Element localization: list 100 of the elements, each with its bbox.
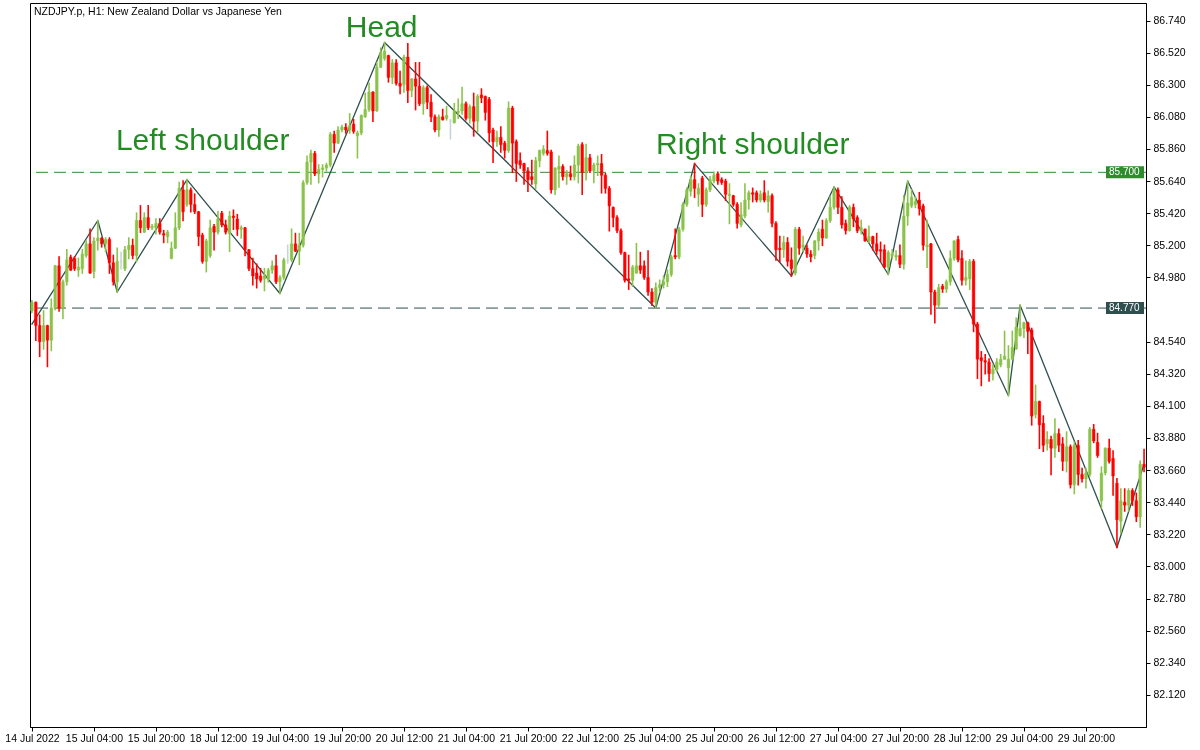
y-tick-label: 84.100 <box>1153 399 1186 412</box>
candlestick <box>313 151 317 177</box>
y-tick-label: 86.300 <box>1153 78 1186 91</box>
candlestick <box>638 251 642 274</box>
candlestick <box>371 91 375 123</box>
candlestick <box>1045 431 1049 451</box>
candlestick <box>600 154 604 194</box>
candlestick <box>452 102 456 124</box>
candlestick <box>1034 384 1038 419</box>
x-tick-label: 20 Jul 12:00 <box>375 731 434 744</box>
x-tick-label: 26 Jul 12:00 <box>747 731 806 744</box>
candlestick <box>693 162 697 198</box>
candlestick <box>1119 488 1123 534</box>
x-tick-label: 21 Jul 20:00 <box>499 731 558 744</box>
x-tick-label: 25 Jul 20:00 <box>685 731 744 744</box>
candlestick <box>801 235 805 252</box>
candlestick <box>1134 492 1138 522</box>
candlestick <box>848 205 852 232</box>
candlestick <box>898 244 902 268</box>
chart-title: NZDJPY.p, H1: New Zealand Dollar vs Japanese Yen <box>34 5 283 17</box>
ref-line-label: 84.770 <box>1109 302 1141 314</box>
y-tick-label: 86.080 <box>1153 110 1186 123</box>
candlestick <box>851 203 855 228</box>
candlestick <box>576 143 580 184</box>
line-series <box>31 41 1145 549</box>
x-tick-label: 29 Jul 04:00 <box>995 731 1054 744</box>
candlestick <box>1096 432 1100 458</box>
y-tick-label: 85.420 <box>1153 206 1186 219</box>
candlestick <box>216 210 220 235</box>
candlestick <box>421 85 425 115</box>
y-tick-label: 85.200 <box>1153 238 1186 251</box>
y-tick-label: 83.440 <box>1153 495 1186 508</box>
candlestick <box>274 254 278 285</box>
ref-line-label: 85.700 <box>1109 166 1141 178</box>
candlestick <box>262 267 266 292</box>
candlestick <box>987 358 991 382</box>
y-tick-label: 83.880 <box>1153 431 1186 444</box>
candlestick <box>1006 345 1010 397</box>
candlestick <box>797 226 801 255</box>
candlestick <box>212 224 216 251</box>
candlestick <box>231 209 235 231</box>
candlestick <box>414 62 418 111</box>
candlestick <box>1127 488 1131 512</box>
candlestick <box>332 130 336 153</box>
candlestick <box>235 213 239 236</box>
candlestick <box>584 143 588 181</box>
candlestick <box>937 283 941 308</box>
candlestick <box>42 310 46 350</box>
candlestick <box>882 244 886 268</box>
candlestick <box>925 219 929 268</box>
candlestick <box>762 180 766 203</box>
candlestick <box>348 113 352 134</box>
candlestick <box>631 264 635 287</box>
candlestick <box>239 225 243 239</box>
annotation: Left shoulder <box>115 122 290 156</box>
candlestick <box>472 92 476 137</box>
x-tick-label: 19 Jul 04:00 <box>251 731 310 744</box>
x-tick-label: 28 Jul 12:00 <box>933 731 992 744</box>
x-tick-label: 19 Jul 20:00 <box>313 731 372 744</box>
y-tick-label: 85.860 <box>1153 142 1186 155</box>
candlestick <box>228 210 232 252</box>
candlestick <box>627 254 631 290</box>
candlestick <box>1142 448 1146 473</box>
candlestick <box>495 130 499 147</box>
annotation: Right shoulder <box>656 126 850 160</box>
candlestick <box>530 159 534 185</box>
candlestick <box>1049 435 1053 476</box>
candlestick <box>654 282 658 309</box>
x-tick-label: 27 Jul 04:00 <box>809 731 868 744</box>
candlestick <box>189 187 193 213</box>
candlestick <box>290 228 294 263</box>
y-tick-label: 84.320 <box>1153 367 1186 380</box>
y-tick-label: 83.660 <box>1153 463 1186 476</box>
candlestick <box>782 235 786 258</box>
candlestick <box>557 155 561 188</box>
candlestick <box>1123 488 1127 512</box>
candlestick <box>181 180 185 222</box>
candlestick <box>115 247 119 293</box>
y-tick-label: 84.980 <box>1153 270 1186 283</box>
x-tick-label: 25 Jul 04:00 <box>623 731 682 744</box>
y-tick-label: 85.640 <box>1153 174 1186 187</box>
y-tick-label: 82.120 <box>1153 688 1186 701</box>
y-tick-label: 83.220 <box>1153 527 1186 540</box>
y-tick-label: 86.740 <box>1153 14 1186 27</box>
y-tick-label: 82.780 <box>1153 592 1186 605</box>
candlestick <box>390 59 394 85</box>
candlestick <box>1037 400 1041 449</box>
x-tick-label: 15 Jul 20:00 <box>127 731 186 744</box>
y-tick-label: 83.000 <box>1153 559 1186 572</box>
candlestick <box>696 183 700 207</box>
x-tick-label: 27 Jul 20:00 <box>871 731 930 744</box>
x-tick-label: 22 Jul 12:00 <box>561 731 620 744</box>
x-tick-label: 29 Jul 20:00 <box>1057 731 1116 744</box>
candlestick <box>437 114 441 137</box>
candlestick <box>886 250 890 276</box>
x-tick-label: 18 Jul 12:00 <box>189 731 248 744</box>
candlestick <box>448 118 452 140</box>
candlestick <box>724 178 728 201</box>
candlestick <box>727 183 731 225</box>
candlestick <box>142 212 146 233</box>
